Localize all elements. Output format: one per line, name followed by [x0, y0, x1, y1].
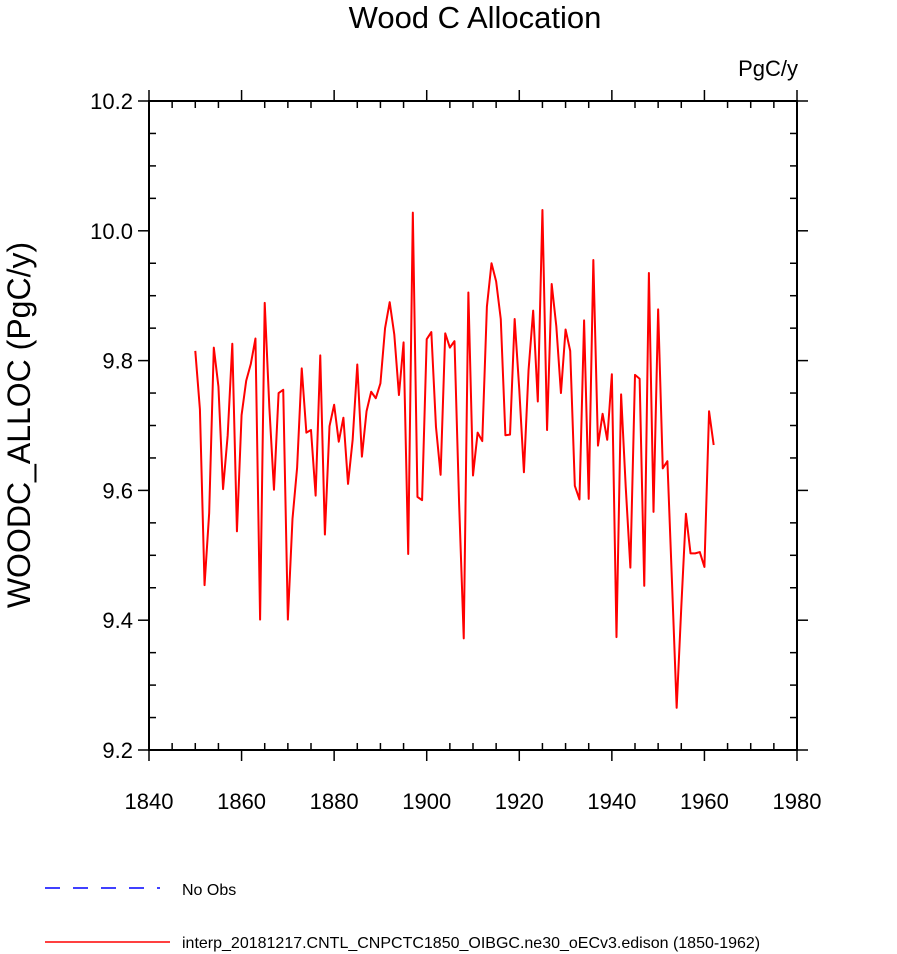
- plot-frame: [148, 100, 798, 751]
- y-tick-label: 10.2: [90, 89, 133, 114]
- x-tick-label: 1980: [773, 789, 822, 814]
- series-layer: [194, 209, 715, 709]
- axis-tick-labels: 1840 1860 1880 1900 1920 1940 1960 1980 9.2 9.4 9.…: [90, 89, 821, 814]
- y-tick-label: 9.8: [102, 349, 133, 374]
- x-tick-label: 1880: [310, 789, 359, 814]
- x-tick-label: 1840: [125, 789, 174, 814]
- legend: No Obs interp_20181217.CNTL_CNPCTC1850_O…: [45, 882, 760, 952]
- y-axis-label: WOODC_ALLOC (PgC/y): [1, 242, 37, 608]
- y-tick-label: 9.4: [102, 608, 133, 633]
- x-tick-label: 1940: [587, 789, 636, 814]
- x-tick-label: 1860: [217, 789, 266, 814]
- y-tick-label: 10.0: [90, 219, 133, 244]
- y-tick-label: 9.6: [102, 478, 133, 503]
- x-tick-label: 1960: [680, 789, 729, 814]
- legend-label-model: interp_20181217.CNTL_CNPCTC1850_OIBGC.ne…: [182, 935, 760, 952]
- axis-ticks: [138, 90, 808, 761]
- chart-title: Wood C Allocation: [349, 0, 602, 35]
- y-tick-label: 9.2: [102, 738, 133, 763]
- units-label: PgC/y: [738, 56, 798, 81]
- series-line-0: [194, 209, 715, 709]
- x-tick-label: 1900: [402, 789, 451, 814]
- legend-label-no-obs: No Obs: [182, 882, 236, 899]
- x-tick-label: 1920: [495, 789, 544, 814]
